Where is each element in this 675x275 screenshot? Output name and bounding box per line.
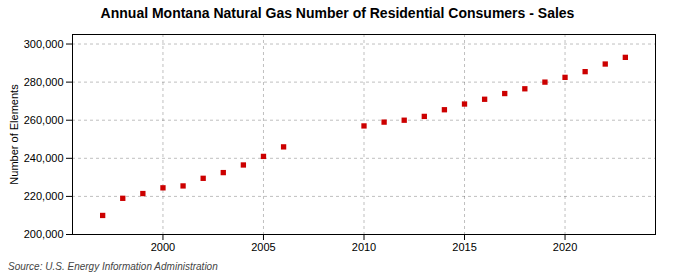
svg-text:2010: 2010 [352, 241, 376, 253]
svg-text:2005: 2005 [251, 241, 275, 253]
html-text:Annual Montana Natural Gas Num: Annual Montana Natural Gas Number of Res… [100, 5, 575, 21]
svg-text:2015: 2015 [452, 241, 476, 253]
html-text:Source: U.S. Energy Informatio: Source: U.S. Energy Information Administ… [8, 261, 218, 272]
svg-text:Number of Elements: Number of Elements [8, 84, 20, 185]
svg-text:280,000: 280,000 [24, 76, 64, 88]
svg-text:200,000: 200,000 [24, 228, 64, 240]
svg-text:240,000: 240,000 [24, 152, 64, 164]
svg-text:260,000: 260,000 [24, 114, 64, 126]
svg-text:2020: 2020 [553, 241, 577, 253]
svg-text:2000: 2000 [151, 241, 175, 253]
svg-text:220,000: 220,000 [24, 190, 64, 202]
svg-text:300,000: 300,000 [24, 38, 64, 50]
